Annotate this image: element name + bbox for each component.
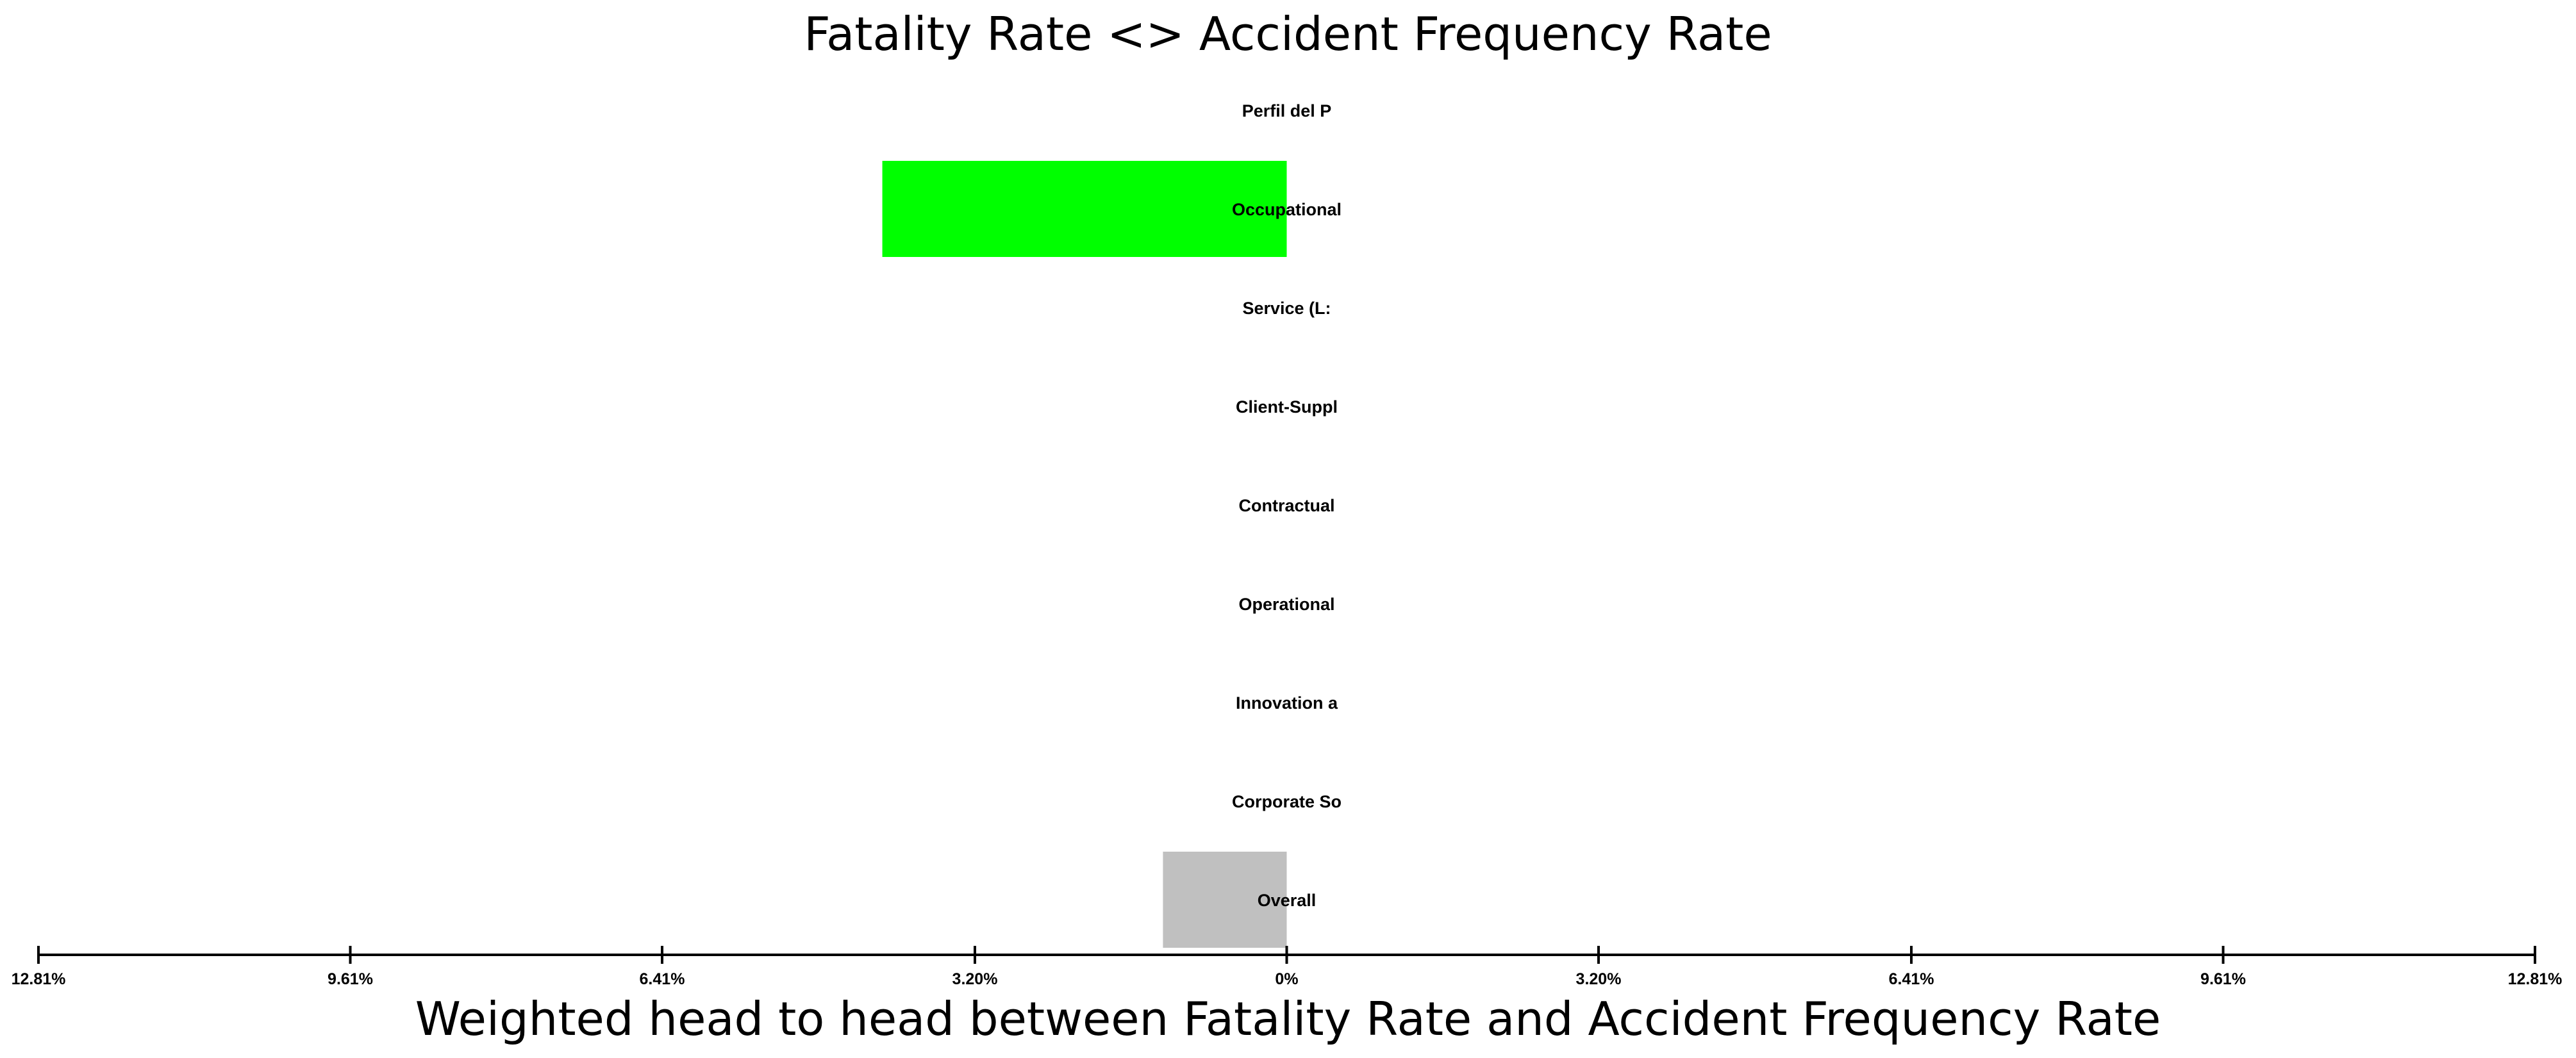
x-tick-label: 3.20% — [1576, 970, 1622, 988]
chart-title: Fatality Rate <> Accident Frequency Rate — [804, 7, 1772, 61]
category-label: Client-Suppl — [1236, 397, 1338, 417]
bar-overall — [1163, 852, 1287, 948]
category-label: Corporate So — [1232, 792, 1342, 811]
category-label: Perfil del P — [1242, 101, 1332, 120]
x-axis: 12.81% 9.61% 6.41% 3.20% 0% 3.20% 6.41% 9.61% 12… — [12, 946, 2563, 988]
x-tick-label: 9.61% — [2200, 970, 2246, 988]
category-label: Overall — [1258, 891, 1317, 910]
category-labels-layer: Perfil del P Occupational Service (L: Clien… — [1232, 101, 1342, 910]
bars-layer — [882, 161, 1287, 948]
category-label: Occupational — [1232, 200, 1342, 219]
x-tick-label: 0% — [1275, 970, 1298, 988]
x-axis-title: Weighted head to head between Fatality R… — [415, 992, 2161, 1046]
x-tick-label: 6.41% — [1889, 970, 1934, 988]
x-tick-label: 6.41% — [640, 970, 685, 988]
x-tick-label: 12.81% — [12, 970, 66, 988]
category-label: Operational — [1238, 595, 1334, 614]
bar-occupational — [882, 161, 1287, 257]
x-tick-label: 12.81% — [2508, 970, 2563, 988]
category-label: Service (L: — [1242, 299, 1331, 318]
category-label: Contractual — [1238, 496, 1334, 515]
x-tick-label: 9.61% — [328, 970, 373, 988]
category-label: Innovation a — [1236, 693, 1338, 713]
x-tick-label: 3.20% — [952, 970, 998, 988]
